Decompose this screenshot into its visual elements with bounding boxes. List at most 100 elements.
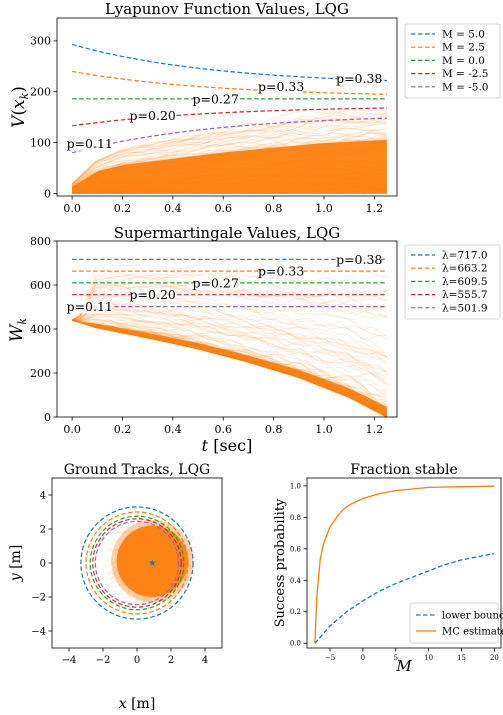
ground-tracks-xtick-label: 0: [134, 655, 140, 666]
supermartingale-ylabel: Wk: [7, 318, 29, 342]
trajectory-line: [71, 132, 387, 187]
trajectory-line: [71, 117, 387, 185]
fraction-stable-axes-frame: [306, 477, 502, 649]
lyapunov-legend-label: M = 2.5: [442, 42, 485, 54]
ground-tracks-title: Ground Tracks, LQG: [64, 462, 211, 478]
ground-tracks-xlabel: x [m]: [119, 696, 156, 712]
trajectory-line: [71, 319, 388, 417]
trajectory-line: [71, 114, 387, 185]
trajectory-line: [72, 306, 387, 360]
trajectory-line: [71, 319, 388, 417]
supermartingale-annotations: p=0.38 p=0.33 p=0.27 p=0.20 p=0.11: [67, 252, 383, 314]
trajectory-line: [71, 118, 388, 186]
supermartingale-legend: λ=717.0λ=663.2λ=609.5λ=555.7λ=501.9: [404, 244, 501, 320]
trajectory-line: [72, 319, 388, 417]
supermartingale-annotation-label: p=0.11: [67, 299, 113, 314]
fraction-stable-ticks: −5 0 5 10 15 20 0.0 0.2 0.4 0.6 0.8 1.0: [290, 482, 499, 662]
supermartingale-ytick-label: 800: [30, 235, 51, 248]
ground-tracks-ytick-label: 0: [40, 559, 46, 570]
trajectory-line: [72, 311, 388, 386]
trajectory-line: [71, 121, 387, 186]
trajectory-line: [71, 319, 388, 417]
ground-tracks-ylabel-unit: [m]: [8, 545, 24, 574]
trajectory-line: [71, 319, 388, 417]
lyapunov-ticks: 0.0 0.2 0.4 0.6 0.8 1.0 1.2 0 100 200 300: [30, 35, 383, 215]
supermartingale-xtick-label: 0.0: [63, 423, 81, 436]
supermartingale-annotation-bg: [131, 287, 175, 302]
ground-tracks-xtick-label: 4: [202, 655, 208, 666]
trajectory-line: [71, 319, 388, 417]
supermartingale-xtick-label: 0.8: [265, 423, 283, 436]
trajectory-line: [71, 116, 387, 185]
supermartingale-xtick-label: 1.2: [366, 423, 384, 436]
ground-tracks-ytick-label: 4: [40, 491, 46, 502]
trajectory-line: [72, 295, 387, 336]
lyapunov-ytick-label: 0: [44, 187, 51, 200]
fraction-stable-ytick-label: 0.0: [290, 640, 301, 648]
trajectory-line: [71, 319, 388, 417]
fraction-stable-xtick-label: −5: [325, 654, 335, 662]
trajectory-line: [71, 131, 387, 187]
trajectory-line: [72, 301, 388, 357]
threshold-circle: [80, 506, 194, 620]
fraction-legend-label: MC estimate: [442, 627, 503, 638]
trajectory-line: [71, 319, 388, 417]
trajectory-line: [71, 319, 388, 417]
lyapunov-annotation-label: p=0.33: [258, 79, 304, 94]
trajectory-line: [71, 319, 388, 417]
trajectory-line: [72, 312, 387, 380]
lyapunov-ylabel-main: V: [9, 114, 29, 128]
trajectory-line: [71, 319, 388, 417]
trajectory-line: [71, 319, 388, 417]
trajectory-line: [71, 319, 388, 417]
lyapunov-legend-label: M = 0.0: [442, 55, 485, 67]
trajectory-line: [71, 319, 388, 417]
supermartingale-xtick-label: 0.2: [114, 423, 132, 436]
lyapunov-plot-area: [71, 43, 388, 194]
trajectory-line: [71, 113, 387, 185]
trajectory-line: [71, 319, 388, 417]
trajectory-line: [71, 130, 387, 187]
trajectory-line: [71, 319, 387, 410]
trajectory-line: [71, 319, 388, 417]
trajectory-line: [71, 319, 387, 408]
trajectory-line: [71, 319, 388, 417]
trajectory-line: [71, 319, 388, 417]
trajectory-line: [71, 319, 388, 417]
trajectory-line: [71, 109, 387, 185]
ground-tracks-xtick-label: −4: [62, 655, 77, 666]
trajectory-line: [71, 319, 388, 417]
threshold-circle: [94, 520, 180, 606]
trajectory-line: [71, 282, 388, 321]
supermartingale-title: Supermartingale Values, LQG: [114, 224, 341, 242]
trajectory-line: [71, 319, 388, 417]
trajectory-line: [71, 319, 388, 417]
ground-tracks-xtick-label: −2: [96, 655, 111, 666]
lyapunov-annotations: p=0.38 p=0.33 p=0.27 p=0.20 p=0.11: [67, 71, 383, 151]
trajectory-line: [72, 318, 388, 401]
lyapunov-legend-label: M = 5.0: [442, 29, 485, 41]
trajectory-line: [72, 319, 387, 409]
trajectory-line: [71, 319, 388, 417]
trajectory-line: [71, 319, 388, 417]
lyapunov-ylabel: V(xk): [9, 86, 31, 128]
trajectory-line: [71, 122, 387, 186]
fraction-stable-ytick-label: 0.8: [290, 514, 301, 522]
trajectory-line: [71, 256, 388, 321]
lyapunov-annotation-label: p=0.38: [336, 71, 382, 86]
trajectory-line: [72, 301, 388, 358]
threshold-circle: [89, 515, 185, 611]
trajectory-line: [71, 319, 388, 417]
trajectory-line: [71, 128, 387, 187]
lyapunov-title: Lyapunov Function Values, LQG: [105, 0, 349, 18]
fraction-legend-box: [409, 602, 499, 644]
ground-tracks-xlabel-var: x: [119, 696, 127, 712]
supermartingale-ytick-label: 200: [30, 367, 51, 380]
lyapunov-legend: M = 5.0M = 2.5M = 0.0M = -2.5M = -5.0: [404, 23, 501, 99]
lyapunov-legend-label: M = -2.5: [442, 68, 488, 80]
trajectory-line: [71, 271, 388, 321]
trajectory-line: [71, 108, 388, 184]
fraction-stable-title: Fraction stable: [350, 462, 457, 478]
trajectory-line: [71, 319, 388, 417]
